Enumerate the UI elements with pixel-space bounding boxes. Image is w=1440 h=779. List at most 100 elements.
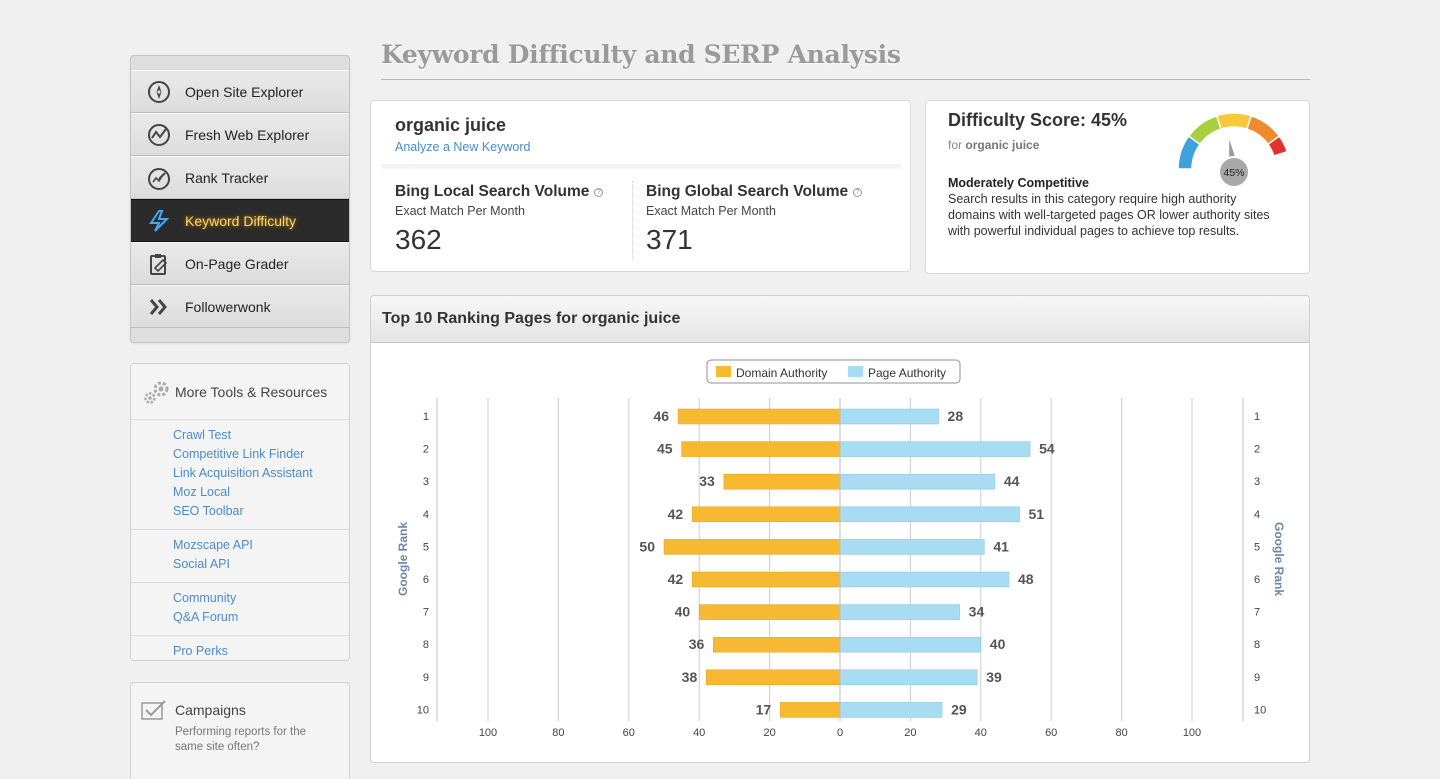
- volume-divider: [632, 181, 633, 259]
- domain-authority-bar: [779, 702, 841, 718]
- sidebar-item-fresh-web-explorer[interactable]: Fresh Web Explorer: [131, 113, 349, 156]
- ranking-pages-panel: Top 10 Ranking Pages for organic juice D…: [370, 295, 1310, 763]
- tool-link-seo-toolbar[interactable]: SEO Toolbar: [173, 504, 244, 518]
- tool-link-community[interactable]: Community: [173, 591, 237, 605]
- domain-authority-bar: [663, 539, 841, 555]
- left-rank-tick: 1: [423, 411, 429, 423]
- analyze-new-keyword-link[interactable]: Analyze a New Keyword: [395, 140, 531, 154]
- speedometer-icon: [147, 166, 171, 190]
- left-rank-tick: 3: [423, 476, 429, 488]
- domain-authority-bar: [691, 506, 841, 523]
- chart-title: Top 10 Ranking Pages for organic juice: [382, 310, 681, 327]
- chart-header: Top 10 Ranking Pages for organic juice: [371, 296, 1309, 343]
- left-rank-tick: 7: [423, 607, 429, 619]
- left-rank-tick: 5: [423, 541, 429, 553]
- sidebar-item-on-page-grader[interactable]: On-Page Grader: [131, 242, 349, 285]
- keyword-separator: [381, 164, 901, 170]
- bing-local-label: Bing Local Search Volume: [395, 183, 590, 200]
- tool-link-competitive-link-finder[interactable]: Competitive Link Finder: [173, 447, 305, 461]
- domain-authority-bar: [713, 636, 841, 653]
- domain-authority-bar: [705, 669, 841, 686]
- page-authority-label: 41: [993, 538, 1009, 554]
- domain-authority-label: 46: [654, 408, 670, 424]
- domain-authority-label: 50: [639, 538, 655, 554]
- gauge-segment: [1187, 114, 1222, 146]
- left-rank-tick: 10: [417, 704, 429, 716]
- gauge-hub: [1218, 156, 1250, 188]
- x-tick-label: 100: [1183, 727, 1201, 739]
- page-authority-label: 29: [951, 701, 967, 717]
- bing-local-value: 362: [395, 224, 442, 255]
- tool-link-crawl-test[interactable]: Crawl Test: [173, 428, 232, 442]
- gauge-segment: [1215, 112, 1253, 131]
- tool-link-moz-local[interactable]: Moz Local: [173, 485, 230, 499]
- legend-swatch: [716, 366, 731, 377]
- page-authority-bar: [839, 473, 996, 490]
- right-rank-tick: 5: [1254, 541, 1260, 553]
- more-tools-panel: More Tools & Resources Crawl Test Competi…: [130, 363, 350, 661]
- domain-authority-label: 36: [689, 636, 705, 652]
- campaigns-panel: Campaigns Performing reports for the sam…: [130, 682, 350, 779]
- sidebar-item-label: Followerwonk: [185, 298, 271, 315]
- page-authority-bar: [839, 571, 1010, 588]
- tool-link-q-a-forum[interactable]: Q&A Forum: [173, 610, 239, 624]
- domain-authority-bar: [698, 604, 841, 620]
- page-authority-bar: [839, 702, 943, 718]
- sidebar-item-keyword-difficulty[interactable]: Keyword Difficulty: [131, 199, 349, 242]
- right-rank-tick: 8: [1254, 639, 1260, 651]
- tool-link-mozscape-api[interactable]: Mozscape API: [173, 538, 253, 552]
- domain-authority-bar: [691, 571, 841, 588]
- clipboard-icon: [147, 252, 171, 276]
- page-authority-label: 44: [1004, 473, 1020, 489]
- gauge-value-label: 45%: [1223, 167, 1244, 179]
- left-rank-tick: 9: [423, 672, 429, 684]
- tool-link-social-api[interactable]: Social API: [173, 557, 230, 571]
- bing-global-label-row: Bing Global Search Volume ?: [646, 183, 863, 201]
- page-authority-label: 34: [969, 604, 985, 620]
- campaigns-description: Performing reports for the same site oft…: [175, 726, 307, 753]
- difficulty-gauge: 45%: [1177, 112, 1289, 188]
- campaigns-header: Campaigns: [141, 699, 349, 721]
- right-rank-tick: 1: [1254, 411, 1260, 423]
- x-tick-label: 20: [763, 727, 775, 739]
- domain-authority-label: 42: [668, 506, 684, 522]
- page-authority-bar: [839, 539, 985, 555]
- bing-local-label-row: Bing Local Search Volume ?: [395, 183, 604, 201]
- campaigns-title[interactable]: Campaigns: [175, 702, 246, 718]
- difficulty-for-line: for organic juice: [948, 138, 1039, 152]
- sidebar-item-followerwonk[interactable]: Followerwonk: [131, 285, 349, 328]
- legend-label: Page Authority: [868, 366, 946, 380]
- left-rank-tick: 2: [423, 444, 429, 456]
- tool-link-link-acquisition-assistant[interactable]: Link Acquisition Assistant: [173, 466, 313, 480]
- x-tick-label: 20: [904, 727, 916, 739]
- tool-link-pro-perks[interactable]: Pro Perks: [173, 644, 228, 658]
- x-tick-label: 0: [837, 727, 843, 739]
- difficulty-score-title: Difficulty Score: 45%: [948, 110, 1128, 130]
- tools-link-group: Community Q&A Forum: [131, 583, 349, 636]
- right-rank-tick: 2: [1254, 444, 1260, 456]
- sidebar-item-label: Keyword Difficulty: [185, 212, 297, 229]
- x-tick-label: 100: [479, 727, 497, 739]
- difficulty-level: Moderately Competitive: [948, 176, 1090, 190]
- help-icon[interactable]: ?: [853, 187, 863, 197]
- right-rank-tick: 4: [1254, 509, 1260, 521]
- page-authority-label: 51: [1029, 506, 1045, 522]
- bing-global-sublabel: Exact Match Per Month: [646, 204, 776, 218]
- bing-global-value: 371: [646, 224, 693, 255]
- sidebar-item-label: Fresh Web Explorer: [185, 126, 310, 143]
- nav-top-cap: [131, 56, 349, 70]
- gauge-segment: [1266, 135, 1289, 157]
- y-axis-title-right: Google Rank: [1272, 522, 1286, 596]
- tools-link-group: Mozscape API Social API: [131, 530, 349, 583]
- legend-box: [706, 359, 961, 384]
- sidebar-item-open-site-explorer[interactable]: Open Site Explorer: [131, 70, 349, 113]
- radar-icon: [147, 123, 171, 147]
- page-authority-label: 48: [1018, 571, 1034, 587]
- gears-icon: [144, 381, 169, 404]
- difficulty-for-prefix: for: [948, 138, 963, 152]
- help-icon[interactable]: ?: [594, 187, 604, 197]
- left-rank-tick: 6: [423, 574, 429, 586]
- keyword-difficulty-icon: [147, 209, 171, 233]
- domain-authority-label: 38: [682, 669, 698, 685]
- sidebar-item-rank-tracker[interactable]: Rank Tracker: [131, 156, 349, 199]
